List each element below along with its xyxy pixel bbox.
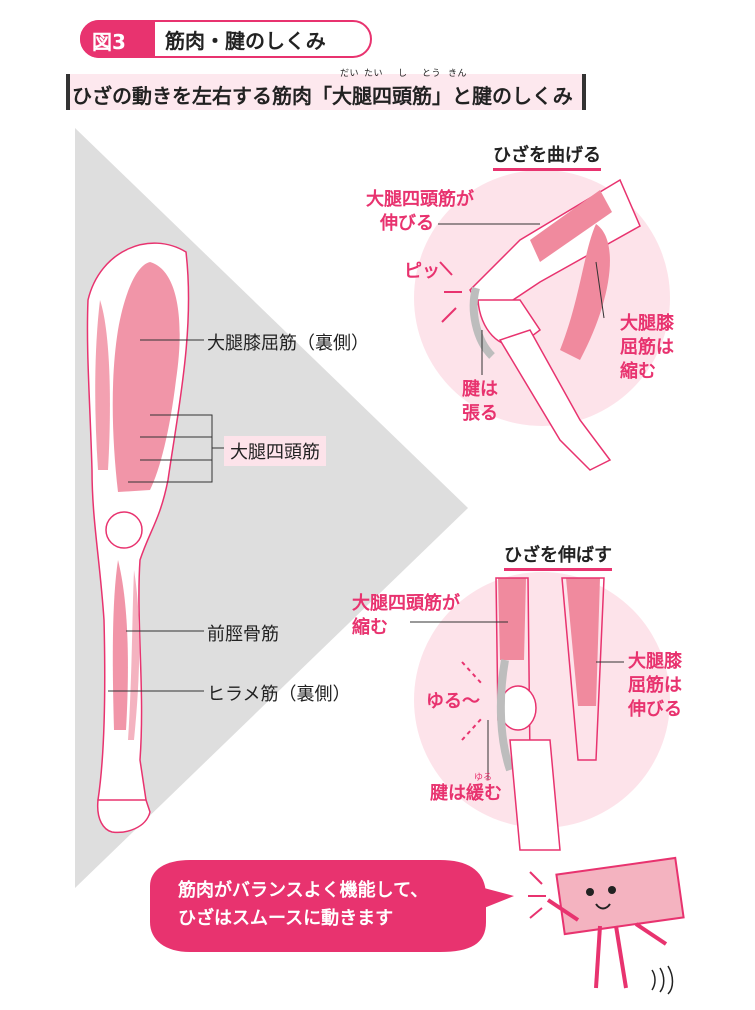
bend-title: ひざを曲げる (493, 144, 601, 171)
speech-line2: ひざはスムースに動きます (178, 908, 394, 929)
extend-ham-line2: 屈筋は (628, 675, 682, 696)
leg-leader-lines (108, 339, 224, 692)
leg-figure (86, 242, 190, 834)
mascot-character (528, 856, 685, 995)
extend-tendon-ruby: ゆる (474, 773, 493, 783)
extend-quad-line2: 縮む (352, 617, 388, 638)
extend-quad-line1: 大腿四頭筋が (352, 593, 460, 614)
figure-title: 筋肉・腱のしくみ (165, 29, 326, 53)
bend-quad-line1: 大腿四頭筋が (366, 189, 474, 210)
speech-bubble-shape (150, 860, 514, 952)
label-soleus: ヒラメ筋（裏側） (207, 684, 351, 705)
ruby-dai: だい (340, 69, 360, 79)
extend-tendon: 腱は緩む (430, 783, 502, 804)
bend-panel (414, 170, 670, 471)
ruby-kin: きん (448, 69, 468, 79)
ruby-tou: とう (422, 69, 442, 79)
label-tibialis: 前脛骨筋 (207, 624, 279, 645)
label-hamstrings: 大腿膝屈筋（裏側） (207, 333, 369, 354)
bend-quad-line2: 伸びる (380, 213, 434, 234)
extend-title: ひざを伸ばす (504, 544, 612, 571)
label-quadriceps: 大腿四頭筋 (224, 436, 326, 466)
bend-ham-line1: 大腿膝 (620, 313, 674, 334)
figure-badge (80, 20, 155, 58)
extend-sound: ゆる〜 (426, 691, 480, 712)
ruby-tai: たい (364, 69, 384, 79)
bend-tendon-line2: 張る (462, 403, 498, 424)
bend-sound: ピッ (404, 261, 440, 282)
extend-ham-line1: 大腿膝 (628, 651, 682, 672)
speech-line1: 筋肉がバランスよく機能して、 (178, 880, 429, 901)
extend-ham-line3: 伸びる (628, 699, 682, 720)
subtitle-box (66, 74, 586, 110)
bend-ham-line3: 縮む (620, 361, 656, 382)
extend-panel (410, 572, 670, 851)
subtitle-text: ひざの動きを左右する筋肉「大腿四頭筋」と腱のしくみ (72, 84, 573, 108)
bend-tendon-line1: 腱は (462, 379, 498, 400)
figure-number: 図3 (92, 30, 126, 54)
ruby-shi: し (398, 69, 408, 79)
bend-ham-line2: 屈筋は (620, 337, 674, 358)
